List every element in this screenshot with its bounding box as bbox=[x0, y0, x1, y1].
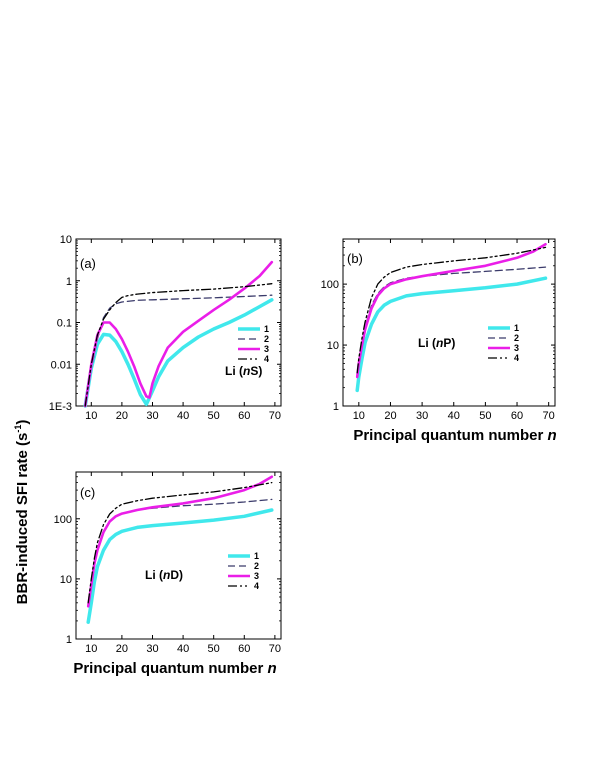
series-line-3 bbox=[83, 260, 274, 408]
legend-label-1: 1 bbox=[514, 323, 519, 333]
y-tick-label: 1 bbox=[333, 401, 339, 413]
panel-label: (a) bbox=[80, 256, 96, 271]
series-line-4 bbox=[84, 283, 273, 407]
x-tick-label: 30 bbox=[146, 410, 158, 422]
legend-label-4: 4 bbox=[264, 354, 269, 364]
y-tick-label: 0.1 bbox=[57, 318, 72, 330]
panel-label: (b) bbox=[347, 251, 363, 266]
x-axis-title: Principal quantum number n bbox=[73, 660, 276, 677]
legend-label-4: 4 bbox=[254, 581, 259, 591]
legend-label-1: 1 bbox=[264, 324, 269, 334]
species-label: Li (nS) bbox=[225, 364, 262, 378]
plot-frame-c bbox=[75, 471, 282, 640]
y-axis-title-main: BBR-induced SFI rate (s bbox=[14, 433, 31, 605]
legend-label-3: 3 bbox=[514, 343, 519, 353]
x-tick-label: 30 bbox=[146, 643, 158, 655]
x-tick-label: 60 bbox=[238, 410, 250, 422]
series-line-3 bbox=[86, 475, 274, 608]
legend-label-4: 4 bbox=[514, 353, 519, 363]
series-line-1 bbox=[355, 276, 548, 393]
species-label: Li (nP) bbox=[418, 336, 455, 350]
species-label: Li (nD) bbox=[145, 568, 183, 582]
x-tick-label: 50 bbox=[208, 643, 220, 655]
x-tick-label: 10 bbox=[85, 643, 97, 655]
series-line-1 bbox=[86, 508, 274, 624]
y-tick-label: 100 bbox=[54, 514, 72, 526]
plot-frame-b bbox=[342, 238, 556, 407]
x-tick-label: 20 bbox=[116, 643, 128, 655]
legend-label-3: 3 bbox=[254, 571, 259, 581]
legend-label-2: 2 bbox=[264, 334, 269, 344]
x-tick-label: 70 bbox=[269, 643, 281, 655]
y-tick-label: 10 bbox=[60, 574, 72, 586]
x-tick-label: 50 bbox=[208, 410, 220, 422]
y-axis-title-tail: ) bbox=[14, 420, 31, 425]
y-tick-label: 10 bbox=[327, 340, 339, 352]
x-axis-title: Principal quantum number n bbox=[353, 427, 556, 444]
y-tick-label: 1 bbox=[66, 276, 72, 288]
y-axis-title-sup: -1 bbox=[13, 425, 23, 433]
x-tick-label: 70 bbox=[269, 410, 281, 422]
y-tick-label: 1 bbox=[66, 634, 72, 646]
x-tick-label: 70 bbox=[543, 410, 555, 422]
legend-label-2: 2 bbox=[254, 561, 259, 571]
x-tick-label: 60 bbox=[238, 643, 250, 655]
legend-label-1: 1 bbox=[254, 551, 259, 561]
x-tick-label: 30 bbox=[416, 410, 428, 422]
panel-label: (c) bbox=[80, 485, 95, 500]
x-tick-label: 40 bbox=[177, 410, 189, 422]
legend-label-2: 2 bbox=[514, 333, 519, 343]
x-tick-label: 10 bbox=[85, 410, 97, 422]
x-tick-label: 10 bbox=[353, 410, 365, 422]
x-tick-label: 40 bbox=[448, 410, 460, 422]
legend-label-3: 3 bbox=[264, 344, 269, 354]
y-axis-title: BBR-induced SFI rate (s-1) bbox=[13, 420, 31, 605]
x-tick-label: 40 bbox=[177, 643, 189, 655]
series-line-3 bbox=[355, 243, 547, 379]
x-tick-label: 60 bbox=[511, 410, 523, 422]
x-tick-label: 50 bbox=[479, 410, 491, 422]
series-line-1 bbox=[83, 298, 274, 408]
series-line-4 bbox=[87, 481, 273, 604]
x-tick-label: 20 bbox=[384, 410, 396, 422]
y-tick-label: 10 bbox=[60, 234, 72, 246]
y-tick-label: 1E-3 bbox=[49, 401, 72, 413]
series-line-4 bbox=[356, 246, 547, 374]
x-tick-label: 20 bbox=[116, 410, 128, 422]
y-tick-label: 0.01 bbox=[51, 359, 72, 371]
y-tick-label: 100 bbox=[321, 279, 339, 291]
